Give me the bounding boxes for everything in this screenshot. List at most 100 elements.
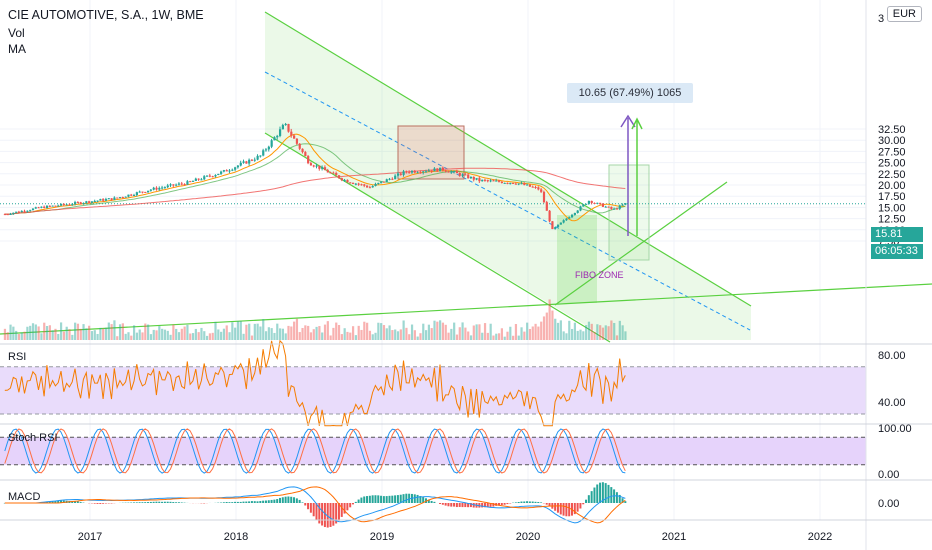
candle-body bbox=[408, 171, 411, 173]
volume-bar bbox=[267, 327, 270, 340]
macd-histogram-bar bbox=[234, 501, 237, 503]
volume-bar bbox=[298, 332, 301, 340]
candle-body bbox=[551, 221, 554, 230]
macd-histogram-bar bbox=[273, 499, 276, 503]
candle-body bbox=[172, 184, 175, 186]
volume-bar bbox=[337, 325, 341, 340]
macd-histogram-bar bbox=[293, 497, 296, 503]
candle-body bbox=[6, 214, 9, 216]
candle-body bbox=[360, 184, 363, 186]
macd-histogram-bar bbox=[62, 500, 65, 503]
symbol-title[interactable]: CIE AUTOMOTIVE, S.A., 1W, BME bbox=[8, 8, 204, 22]
volume-bar bbox=[76, 323, 80, 340]
candle-body bbox=[166, 185, 169, 188]
candle-body bbox=[45, 205, 49, 209]
volume-bar bbox=[570, 328, 574, 340]
volume-bar bbox=[225, 325, 228, 340]
ma-indicator-label[interactable]: MA bbox=[8, 42, 26, 56]
volume-bar bbox=[562, 331, 565, 340]
candle-body bbox=[281, 125, 284, 130]
macd-histogram-bar bbox=[287, 496, 290, 503]
macd-histogram-bar bbox=[368, 495, 371, 503]
volume-bar bbox=[607, 326, 610, 340]
volume-bar bbox=[593, 331, 596, 340]
volume-bar bbox=[245, 324, 248, 340]
volume-bar bbox=[104, 327, 108, 340]
candle-body bbox=[307, 156, 310, 164]
macd-histogram-bar bbox=[45, 501, 48, 503]
macd-histogram-bar bbox=[239, 501, 242, 503]
candle-body bbox=[163, 187, 167, 189]
candle-body bbox=[231, 169, 234, 171]
volume-bar bbox=[380, 323, 383, 340]
volume-bar bbox=[290, 326, 293, 340]
volume-bar bbox=[469, 335, 473, 340]
macd-histogram-bar bbox=[354, 501, 357, 503]
macd-histogram-bar bbox=[245, 501, 248, 503]
volume-bar bbox=[26, 326, 29, 340]
candle-body bbox=[329, 172, 332, 174]
macd-histogram-bar bbox=[253, 501, 256, 503]
candle-body bbox=[439, 167, 442, 172]
volume-bar bbox=[262, 319, 265, 340]
candle-body bbox=[82, 202, 85, 204]
candle-body bbox=[388, 178, 391, 180]
candle-body bbox=[576, 210, 579, 213]
candle-body bbox=[31, 208, 35, 211]
volume-indicator-label[interactable]: Vol bbox=[8, 26, 25, 40]
candle-body bbox=[85, 201, 88, 203]
candle-body bbox=[40, 206, 43, 208]
candle-body bbox=[441, 167, 445, 171]
macd-histogram-bar bbox=[59, 500, 62, 503]
macd-tick-label: 0.00 bbox=[878, 498, 899, 510]
macd-histogram-bar bbox=[526, 501, 529, 503]
candle-body bbox=[444, 170, 447, 172]
macd-histogram-bar bbox=[388, 495, 391, 503]
candle-body bbox=[624, 203, 627, 205]
volume-bar bbox=[74, 322, 77, 340]
candle-body bbox=[492, 180, 495, 182]
macd-histogram-bar bbox=[281, 497, 284, 503]
volume-bar bbox=[205, 335, 209, 340]
candle-body bbox=[121, 197, 124, 199]
candle-body bbox=[475, 178, 478, 180]
volume-bar bbox=[253, 323, 256, 340]
candle-body bbox=[450, 171, 453, 173]
volume-bar bbox=[523, 331, 526, 340]
volume-bar bbox=[121, 323, 124, 340]
volume-bar bbox=[531, 326, 534, 340]
macd-histogram-bar bbox=[469, 503, 472, 508]
x-tick-label: 2022 bbox=[808, 531, 832, 543]
rsi-tick-label: 80.00 bbox=[878, 350, 906, 362]
volume-bar bbox=[363, 321, 366, 340]
volume-bar bbox=[37, 326, 40, 340]
currency-badge[interactable]: EUR bbox=[886, 6, 922, 22]
macd-histogram-bar bbox=[607, 484, 610, 503]
candle-body bbox=[144, 191, 147, 193]
volume-bar bbox=[90, 331, 94, 340]
volume-bar bbox=[132, 325, 136, 340]
volume-bar bbox=[430, 328, 433, 340]
x-tick-label: 2017 bbox=[78, 531, 102, 543]
macd-histogram-bar bbox=[497, 503, 500, 506]
volume-bar bbox=[382, 325, 386, 340]
volume-bar bbox=[309, 332, 313, 340]
macd-histogram-bar bbox=[321, 503, 324, 526]
stoch-band bbox=[0, 437, 866, 465]
rsi-pane-title: RSI bbox=[8, 351, 27, 363]
macd-histogram-bar bbox=[144, 502, 147, 503]
volume-bar bbox=[615, 335, 619, 340]
macd-histogram-bar bbox=[262, 500, 265, 503]
volume-bar bbox=[155, 330, 158, 340]
candle-body bbox=[523, 183, 526, 186]
volume-bar bbox=[301, 327, 304, 340]
volume-bar bbox=[85, 328, 88, 340]
volume-bar bbox=[472, 325, 475, 340]
volume-bar bbox=[34, 324, 37, 340]
candle-body bbox=[197, 178, 200, 180]
candle-body bbox=[548, 210, 551, 222]
candle-body bbox=[124, 196, 127, 198]
volume-bar bbox=[357, 325, 360, 340]
volume-bar bbox=[6, 332, 9, 340]
